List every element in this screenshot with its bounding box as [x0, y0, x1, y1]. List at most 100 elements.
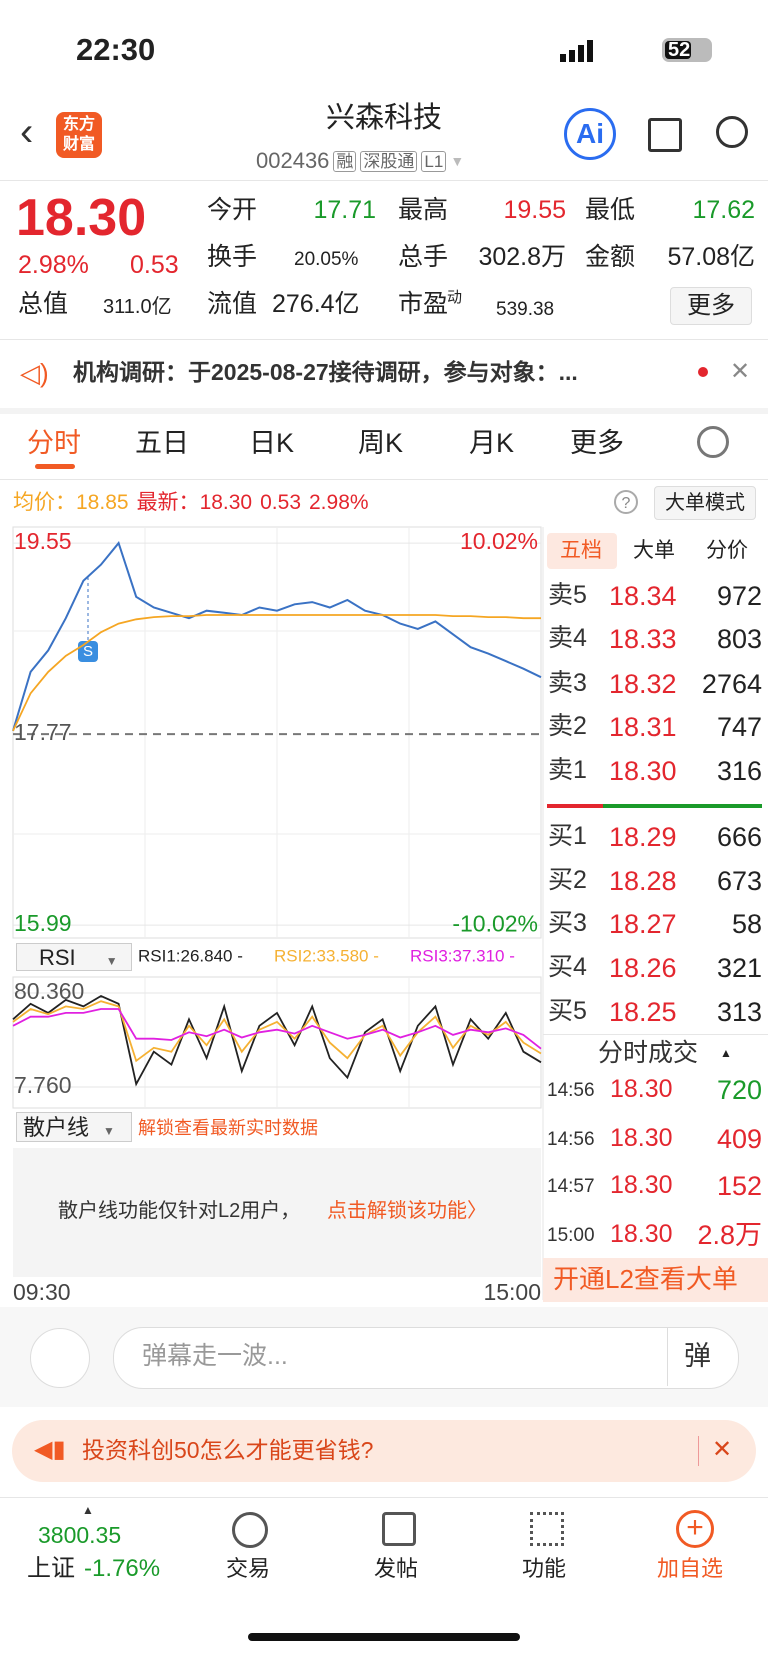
retail-box [13, 1148, 541, 1277]
back[interactable]: ‹ [20, 110, 34, 154]
book-volume: 803 [716, 624, 762, 654]
tab[interactable]: 更多 [570, 428, 624, 458]
rsi-selector[interactable]: RSI ▼ [16, 943, 132, 971]
add-icon: + [676, 1510, 714, 1548]
search-button[interactable] [716, 116, 748, 148]
comment-input[interactable] [113, 1327, 739, 1389]
book-label: 卖2 [548, 712, 587, 740]
tag: 融 [333, 150, 357, 172]
post-icon [382, 1512, 416, 1546]
stat-value: 539.38 [496, 299, 555, 320]
book-price: 18.28 [609, 866, 677, 896]
function-icon [530, 1512, 564, 1546]
y-tick-label: 19.55 [14, 528, 72, 554]
avg-value: 18.85 [76, 491, 129, 514]
book-price: 18.25 [609, 997, 677, 1027]
y2-tick-label: -10.02% [452, 910, 538, 936]
l2-banner[interactable]: 开通L2查看大单 [553, 1264, 738, 1294]
book-volume: 972 [716, 581, 762, 611]
series-line [12, 541, 542, 732]
nav-item[interactable]: 功能 [522, 1556, 567, 1581]
stat-label: 今开 [207, 196, 258, 224]
index-change: -1.76% [84, 1555, 161, 1582]
y-tick-label: 15.99 [14, 910, 72, 936]
stat-value: 276.4亿 [272, 290, 360, 318]
book-label: 买4 [548, 953, 587, 981]
more-button[interactable]: 更多 [670, 287, 752, 325]
share-button[interactable] [648, 118, 682, 152]
retail-link[interactable]: 点击解锁该功能〉 [327, 1200, 487, 1222]
book-price: 18.34 [609, 581, 677, 611]
logo-text: 财富 [62, 136, 95, 153]
stat-label: 市盈 [398, 290, 449, 318]
book-label: 买2 [548, 866, 587, 894]
tab[interactable]: 分时 [27, 428, 81, 458]
trade-price: 18.30 [610, 1171, 673, 1199]
stat-value: 17.71 [313, 196, 376, 224]
nav-item[interactable]: 加自选 [657, 1556, 724, 1581]
book-volume: 747 [716, 712, 762, 742]
note-button[interactable] [30, 1328, 90, 1388]
trades-title[interactable]: 分时成交 [598, 1039, 699, 1067]
book-tab[interactable]: 五档 [560, 539, 602, 562]
last-label: 最新： [136, 491, 200, 514]
book-price: 18.30 [609, 756, 677, 786]
trades-caret: ▲ [720, 1046, 732, 1060]
nav-item[interactable]: 发帖 [374, 1556, 419, 1581]
nav-item[interactable]: 交易 [226, 1556, 271, 1581]
book-label: 卖4 [548, 624, 587, 652]
book-volume: 316 [716, 756, 762, 786]
notice-close[interactable]: ✕ [730, 358, 751, 385]
notice-text[interactable]: 机构调研：于2025-08-27接待调研，参与对象：... [73, 359, 578, 385]
series-line [12, 1008, 542, 1050]
book-label: 买1 [548, 822, 587, 850]
comment-placeholder: 弹幕走一波... [142, 1342, 288, 1370]
tab[interactable]: 日K [249, 428, 295, 458]
ai-button[interactable]: Ai [564, 108, 616, 160]
change-pct: 2.98% [18, 251, 89, 279]
change: 0.53 [130, 251, 179, 279]
settings-button[interactable] [697, 426, 729, 458]
tag: 深股通 [360, 150, 418, 172]
logo-text: 东方 [62, 116, 95, 133]
info-line: 均价： 18.85 最新： 18.30 0.53 2.98% [13, 492, 369, 513]
stock-code: 002436 [256, 148, 330, 173]
retail-selector[interactable]: 散户线 ▼ [16, 1112, 132, 1142]
tab-bg [547, 533, 617, 569]
book-price: 18.32 [609, 669, 677, 699]
trade-price: 18.30 [610, 1220, 673, 1248]
trade-icon [232, 1512, 268, 1548]
help-icon[interactable]: ? [614, 490, 638, 514]
ad-banner[interactable] [12, 1420, 756, 1482]
price: 18.30 [16, 189, 147, 247]
logo: 东方 财富 [56, 112, 102, 158]
danmaku-button[interactable]: 弹 [684, 1341, 711, 1371]
series-line [12, 614, 541, 732]
book-volume: 2764 [701, 669, 762, 699]
trade-price: 18.30 [610, 1124, 673, 1152]
book-volume: 58 [731, 909, 762, 939]
battery: 52 [662, 38, 712, 62]
trade-time: 15:00 [547, 1225, 595, 1246]
trade-time: 14:57 [547, 1176, 595, 1197]
stat-label: 最低 [585, 196, 636, 224]
mode-button[interactable]: 大单模式 [654, 486, 756, 520]
clock: 22:30 [76, 32, 156, 67]
tab[interactable]: 五日 [135, 428, 189, 458]
book-tab[interactable]: 大单 [633, 539, 675, 562]
series-line [12, 1000, 542, 1063]
book-tab[interactable]: 分价 [706, 539, 748, 562]
stock-name: 兴森科技 [325, 102, 442, 134]
tab[interactable]: 周K [358, 428, 404, 458]
ad-close[interactable]: ✕ [712, 1436, 733, 1463]
notice-icon: ◁) [20, 358, 49, 388]
rsi-title: RSI [39, 945, 76, 970]
book-price: 18.29 [609, 822, 677, 852]
l2-banner-bg [543, 1258, 768, 1302]
tab[interactable]: 月K [469, 428, 515, 458]
stat-value: 302.8万 [478, 243, 566, 271]
book-price: 18.26 [609, 953, 677, 983]
stat-sup: 动 [447, 289, 463, 306]
retail-unlock[interactable]: 解锁查看最新实时数据 [138, 1118, 318, 1138]
